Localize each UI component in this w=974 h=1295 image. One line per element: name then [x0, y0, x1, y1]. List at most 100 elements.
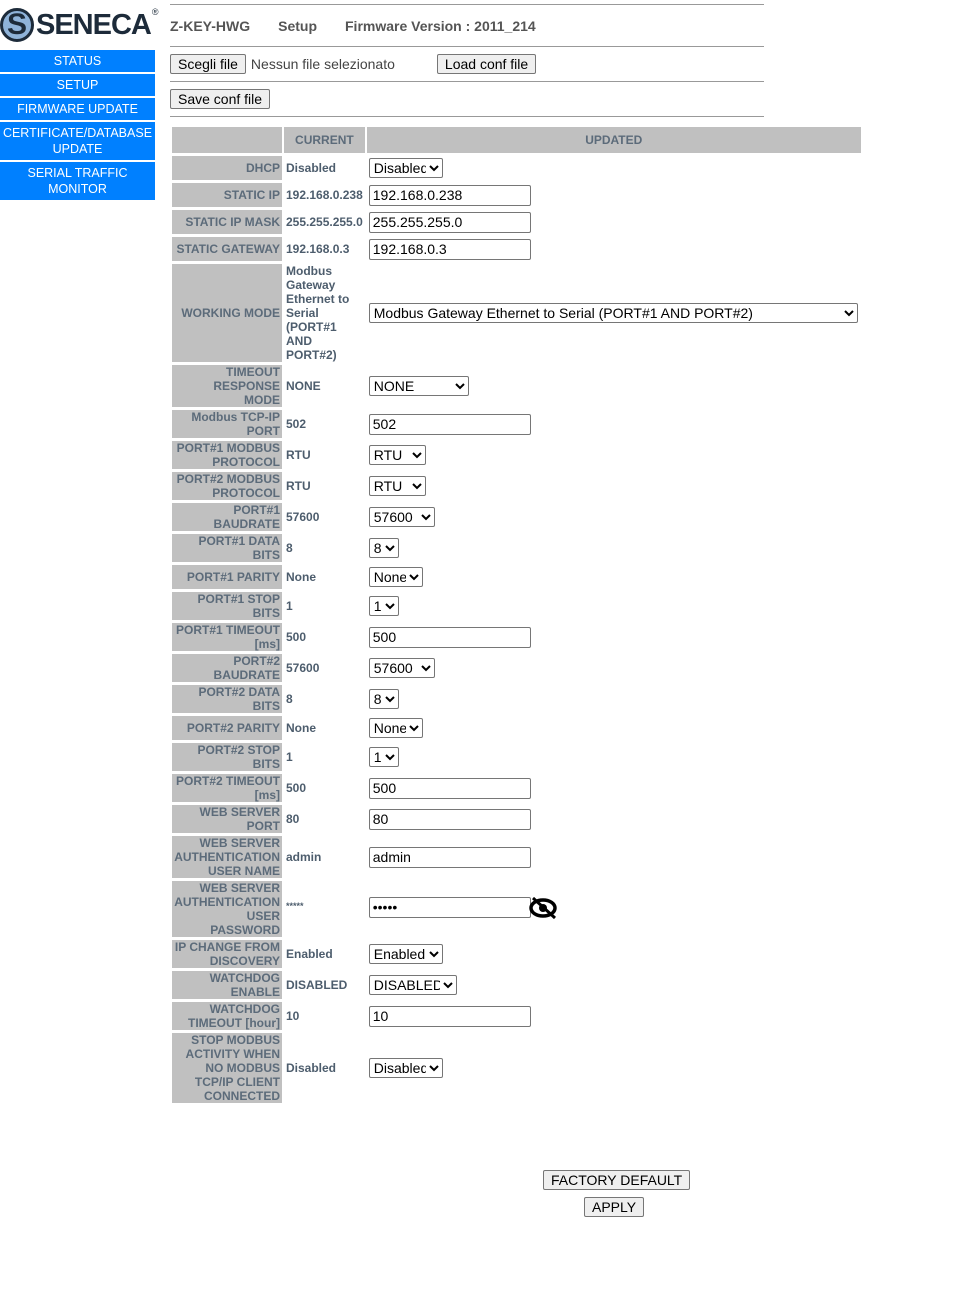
web-server-authentication-user-password-input[interactable] [368, 896, 531, 918]
port-2-stop-bits-select[interactable]: 1 [368, 747, 399, 767]
updated-cell: 8 [367, 534, 861, 562]
updated-cell: Enabled [367, 940, 861, 968]
updated-cell: RTU [367, 441, 861, 469]
port-1-stop-bits-select[interactable]: 1 [368, 596, 399, 616]
port-1-data-bits-select[interactable]: 8 [368, 538, 399, 558]
web-server-port-input[interactable] [368, 808, 531, 830]
static-gateway-input[interactable] [368, 238, 531, 260]
nav-status[interactable]: STATUS [0, 50, 155, 74]
setting-row-port-2-stop-bits: PORT#2 STOP BITS 1 1 [172, 743, 861, 771]
dhcp-select[interactable]: Disabled [368, 158, 443, 178]
eye-slash-icon[interactable] [529, 896, 559, 922]
setting-label: WEB SERVER AUTHENTICATION USER NAME [172, 836, 282, 878]
setting-label: STATIC IP [172, 183, 282, 207]
updated-cell [367, 774, 861, 802]
updated-cell [367, 410, 861, 438]
page-header: Z-KEY-HWG Setup Firmware Version : 2011_… [170, 5, 764, 46]
stop-modbus-activity-when-no-modbus-tcp-ip-client-connected-select[interactable]: Disabled [368, 1058, 443, 1078]
apply-button[interactable]: APPLY [584, 1197, 645, 1217]
timeout-response-mode-select[interactable]: NONE [368, 376, 469, 396]
setting-label: STOP MODBUS ACTIVITY WHEN NO MODBUS TCP/… [172, 1033, 282, 1103]
current-value: admin [286, 850, 322, 864]
current-value: 80 [286, 812, 300, 826]
port-1-parity-select[interactable]: None [368, 567, 423, 587]
updated-cell [367, 183, 861, 207]
load-conf-button[interactable]: Load conf file [436, 54, 537, 74]
port-2-timeout-ms-input[interactable] [368, 777, 531, 799]
modbus-tcp-ip-port-input[interactable] [368, 413, 531, 435]
save-conf-button[interactable]: Save conf file [170, 89, 271, 109]
current-value: RTU [286, 479, 311, 493]
file-name-label: Nessun file selezionato [250, 56, 395, 72]
setting-label: PORT#1 DATA BITS [172, 534, 282, 562]
nav-firmware-update[interactable]: FIRMWARE UPDATE [0, 98, 155, 122]
setting-label: WORKING MODE [172, 264, 282, 362]
port-1-modbus-protocol-select[interactable]: RTU [368, 445, 426, 465]
watchdog-timeout-hour-input[interactable] [368, 1005, 531, 1027]
header-updated: UPDATED [366, 127, 861, 153]
updated-cell: NONE [367, 365, 861, 407]
port-2-data-bits-select[interactable]: 8 [368, 689, 399, 709]
choose-file-button[interactable]: Scegli file [170, 54, 246, 74]
current-value: 500 [286, 781, 307, 795]
current-value: 8 [286, 692, 293, 706]
current-value: Modbus Gateway Ethernet to Serial (PORT#… [286, 264, 350, 362]
setting-row-port-1-modbus-protocol: PORT#1 MODBUS PROTOCOL RTU RTU [172, 441, 861, 469]
port-2-baudrate-select[interactable]: 57600 [368, 658, 435, 678]
watchdog-enable-select[interactable]: DISABLED [368, 975, 457, 995]
setting-row-static-ip-mask: STATIC IP MASK 255.255.255.0 [172, 210, 861, 234]
setting-row-watchdog-enable: WATCHDOG ENABLE DISABLED DISABLED [172, 971, 861, 999]
updated-cell: None [367, 716, 861, 740]
current-value: 255.255.255.0 [286, 215, 363, 229]
setting-label: WATCHDOG TIMEOUT [hour] [172, 1002, 282, 1030]
setting-label: IP CHANGE FROM DISCOVERY [172, 940, 282, 968]
seneca-logo: S SENECA ® [0, 3, 159, 47]
port-2-modbus-protocol-select[interactable]: RTU [368, 476, 426, 496]
nav-serial-traffic-monitor[interactable]: SERIAL TRAFFIC MONITOR [0, 162, 155, 202]
setting-row-port-1-timeout-ms: PORT#1 TIMEOUT [ms] 500 [172, 623, 861, 651]
ip-change-from-discovery-select[interactable]: Enabled [368, 944, 443, 964]
setting-label: TIMEOUT RESPONSE MODE [172, 365, 282, 407]
updated-cell: Disabled [367, 1033, 861, 1103]
working-mode-select[interactable]: Modbus Gateway Ethernet to Serial (PORT#… [368, 303, 858, 323]
setting-label: PORT#1 STOP BITS [172, 592, 282, 620]
nav-certificate-database-update[interactable]: CERTIFICATE/DATABASE UPDATE [0, 122, 155, 162]
current-value: Disabled [286, 161, 337, 175]
setting-label: PORT#2 MODBUS PROTOCOL [172, 472, 282, 500]
updated-cell: None [367, 565, 861, 589]
updated-cell: 57600 [367, 503, 861, 531]
static-ip-input[interactable] [368, 184, 531, 206]
setting-label: PORT#2 STOP BITS [172, 743, 282, 771]
setting-row-timeout-response-mode: TIMEOUT RESPONSE MODE NONE NONE [172, 365, 861, 407]
current-value: 192.168.0.3 [286, 242, 350, 256]
nav-setup[interactable]: SETUP [0, 74, 155, 98]
setting-row-web-server-authentication-user-name: WEB SERVER AUTHENTICATION USER NAME admin [172, 836, 861, 878]
setting-label: STATIC GATEWAY [172, 237, 282, 261]
static-ip-mask-input[interactable] [368, 211, 531, 233]
port-2-parity-select[interactable]: None [368, 718, 423, 738]
current-value: 1 [286, 750, 293, 764]
setting-label: PORT#1 PARITY [172, 565, 282, 589]
current-value: 192.168.0.238 [286, 188, 363, 202]
setting-row-port-2-parity: PORT#2 PARITY None None [172, 716, 861, 740]
updated-cell: 1 [367, 743, 861, 771]
current-value: NONE [286, 379, 321, 393]
current-value: 502 [286, 417, 307, 431]
port-1-baudrate-select[interactable]: 57600 [368, 507, 435, 527]
setting-row-static-ip: STATIC IP 192.168.0.238 [172, 183, 861, 207]
setting-label: STATIC IP MASK [172, 210, 282, 234]
factory-default-button[interactable]: FACTORY DEFAULT [543, 1170, 691, 1190]
web-server-authentication-user-name-input[interactable] [368, 846, 531, 868]
device-name: Z-KEY-HWG [170, 17, 251, 34]
setting-label: WATCHDOG ENABLE [172, 971, 282, 999]
updated-cell: 57600 [367, 654, 861, 682]
sidebar-nav: STATUS SETUP FIRMWARE UPDATE CERTIFICATE… [0, 50, 155, 202]
updated-cell [367, 237, 861, 261]
current-value: 57600 [286, 510, 320, 524]
page-title: Setup [278, 17, 317, 34]
updated-cell [367, 210, 861, 234]
current-value: 1 [286, 599, 293, 613]
registered-mark-icon: ® [151, 7, 159, 17]
port-1-timeout-ms-input[interactable] [368, 626, 531, 648]
setting-row-working-mode: WORKING MODE Modbus Gateway Ethernet to S… [172, 264, 861, 362]
